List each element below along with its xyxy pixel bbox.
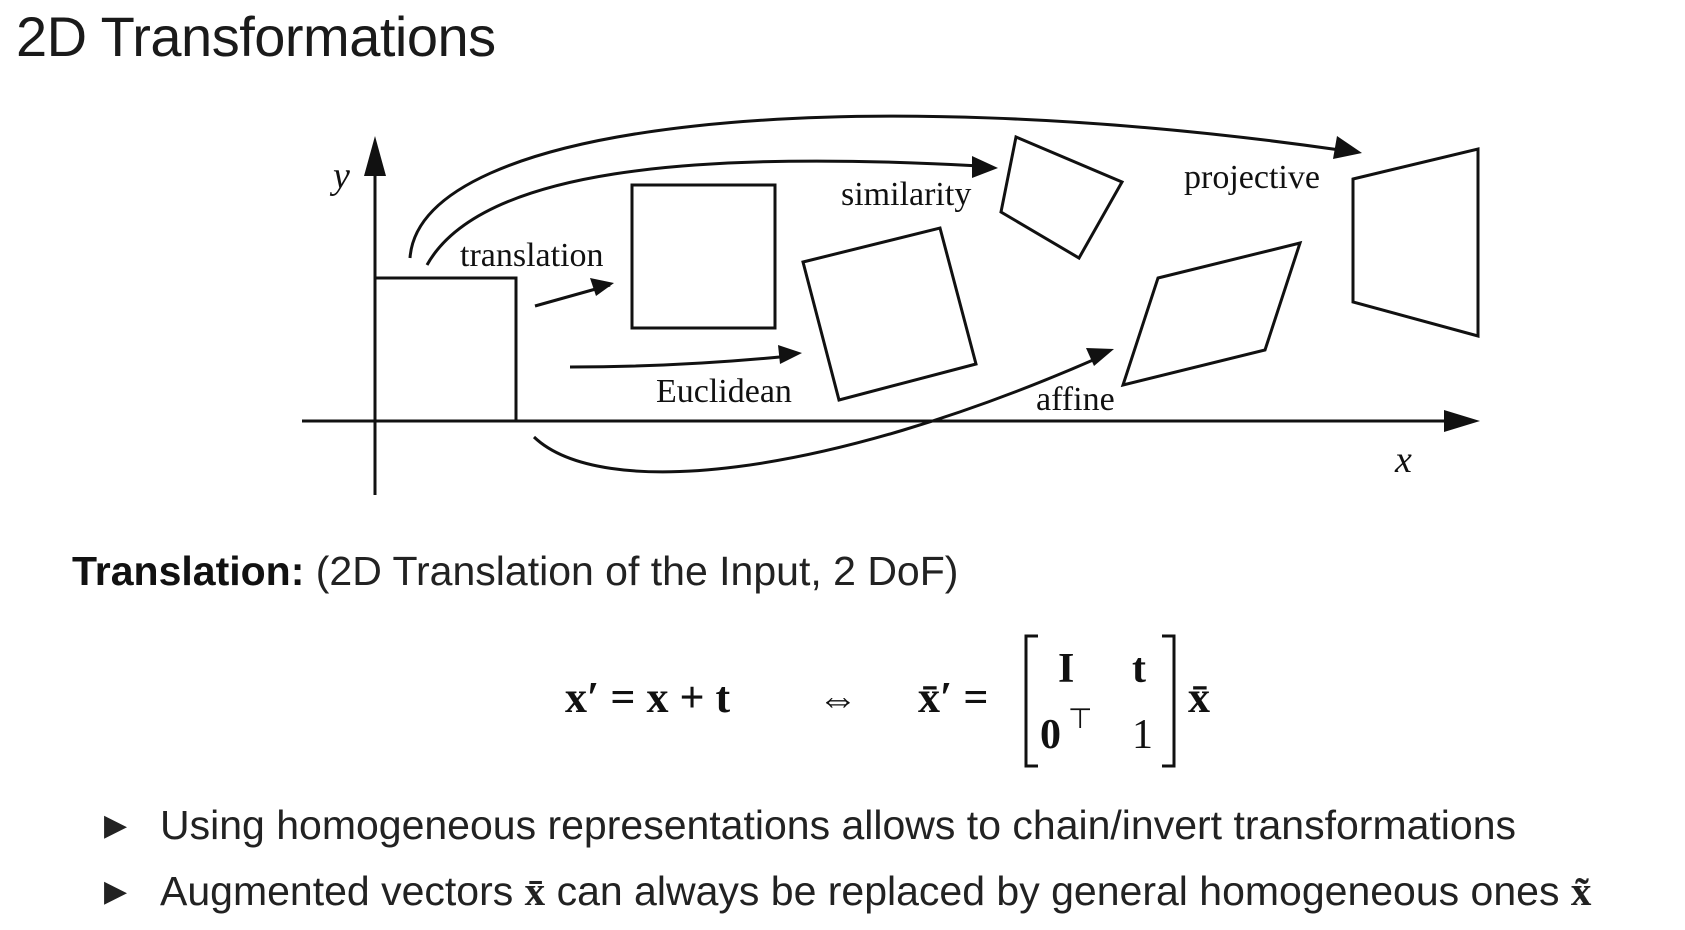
projective-trapezoid: [1351, 147, 1480, 338]
bullet-text: Using homogeneous representations allows…: [160, 801, 1517, 848]
bullet-text-2: can always be replaced by general homoge…: [556, 867, 1560, 914]
x-axis-label: x: [1394, 439, 1412, 481]
label-euclidean: Euclidean: [656, 373, 792, 410]
x-axis-arrowhead-icon: [1444, 410, 1480, 432]
projective-arrow: [408, 114, 1341, 259]
heading-rest: (2D Translation of the Input, 2 DoF): [315, 548, 959, 594]
y-axis-arrowhead-icon: [364, 136, 386, 176]
translation-arrowhead-icon: [590, 278, 614, 296]
slide-title: 2D Transformations: [16, 5, 496, 68]
label-similarity: similarity: [841, 176, 971, 213]
translation-square: [630, 183, 777, 330]
label-projective: projective: [1184, 159, 1320, 196]
bullet-text: Augmented vectors: [160, 867, 514, 914]
formula-lhs: x′ = x + t: [565, 673, 731, 722]
original-square: [373, 276, 518, 421]
bullet-symbol-2: x̃: [1570, 868, 1592, 914]
heading-bold: Translation:: [72, 548, 305, 594]
matrix-m21-sup: ⊤: [1068, 704, 1092, 735]
bullet-symbol: x̄: [524, 868, 546, 914]
affine-arrowhead-icon: [1086, 348, 1114, 366]
matrix-m11: I: [1058, 646, 1074, 692]
formula-rhs-vec: x̄: [1188, 673, 1210, 722]
y-axis-label: y: [329, 155, 350, 197]
matrix-m12: t: [1132, 646, 1146, 692]
affine-arrow: [532, 355, 1101, 474]
similarity-arrowhead-icon: [972, 156, 998, 178]
list-item: ▶ Augmented vectors x̄ can always be rep…: [104, 858, 1591, 924]
bullet-arrow-icon: ▶: [104, 808, 128, 842]
projective-arrowhead-icon: [1333, 136, 1362, 159]
label-affine: affine: [1036, 381, 1115, 418]
euclidean-arrow: [569, 354, 791, 369]
matrix-m22: 1: [1132, 712, 1153, 758]
similarity-arrow: [425, 159, 981, 266]
transformations-diagram: x y translation Euclidean similarity aff…: [302, 114, 1480, 495]
label-translation: translation: [460, 237, 604, 274]
section-heading: Translation: (2D Translation of the Inpu…: [72, 548, 958, 595]
bullet-arrow-icon: ▶: [104, 874, 128, 908]
matrix-left-bracket: [1024, 634, 1038, 768]
affine-parallelogram: [1120, 240, 1303, 388]
similarity-square: [999, 134, 1125, 261]
matrix-m21: 0: [1040, 712, 1061, 758]
list-item: ▶ Using homogeneous representations allo…: [104, 792, 1591, 858]
bullet-list: ▶ Using homogeneous representations allo…: [104, 792, 1591, 924]
matrix-right-bracket: [1162, 634, 1176, 768]
formula-rhs-lhs: x̄′ =: [918, 673, 988, 722]
formula-equiv: ⇔: [818, 676, 858, 721]
euclidean-square: [801, 226, 978, 402]
euclidean-arrowhead-icon: [778, 345, 802, 364]
